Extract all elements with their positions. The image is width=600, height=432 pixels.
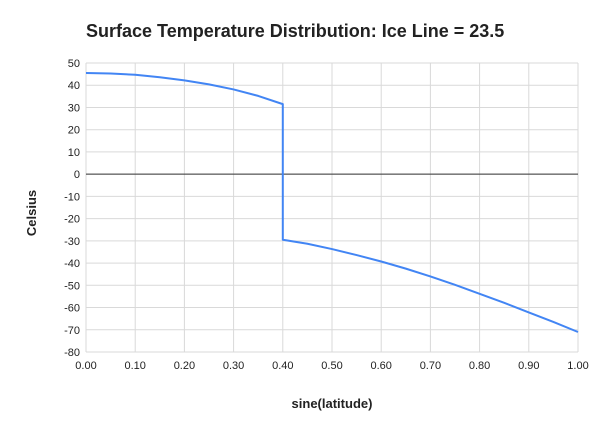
y-tick-label: 30	[68, 102, 80, 114]
x-tick-label: 0.00	[75, 360, 96, 372]
x-tick-labels: 0.00 0.10 0.20 0.30 0.40 0.50 0.60 0.70 0.80 0.90…	[75, 360, 588, 372]
y-tick-label: -30	[64, 236, 80, 248]
y-tick-label: -50	[64, 280, 80, 292]
x-tick-label: 0.30	[223, 360, 244, 372]
y-tick-label: 0	[74, 169, 80, 181]
x-tick-label: 0.50	[321, 360, 342, 372]
x-axis-label: sine(latitude)	[292, 396, 373, 411]
y-tick-label: 20	[68, 125, 80, 137]
y-tick-label: 50	[68, 58, 80, 70]
x-tick-label: 0.40	[272, 360, 293, 372]
y-tick-label: -80	[64, 347, 80, 359]
y-tick-label: -20	[64, 214, 80, 226]
x-tick-label: 0.70	[420, 360, 441, 372]
series-layer	[85, 72, 579, 333]
x-tick-label: 0.60	[370, 360, 391, 372]
y-tick-label: -60	[64, 303, 80, 315]
x-tick-label: 0.10	[124, 360, 145, 372]
y-tick-label: -40	[64, 258, 80, 270]
y-tick-label: -70	[64, 325, 80, 337]
y-axis-label: Celsius	[24, 190, 39, 236]
y-tick-label: -10	[64, 191, 80, 203]
x-tick-label: 0.20	[174, 360, 195, 372]
y-tick-labels: 50 40 30 20 10 0 -10 -20 -30 -40 -50 -60 -70 -80	[64, 58, 80, 359]
x-tick-label: 0.80	[469, 360, 490, 372]
y-tick-label: 10	[68, 147, 80, 159]
x-tick-label: 1.00	[567, 360, 588, 372]
y-tick-label: 40	[68, 80, 80, 92]
grid-lines	[85, 62, 579, 353]
series-line	[85, 72, 579, 333]
x-tick-label: 0.90	[518, 360, 539, 372]
chart-title: Surface Temperature Distribution: Ice Li…	[86, 21, 505, 41]
